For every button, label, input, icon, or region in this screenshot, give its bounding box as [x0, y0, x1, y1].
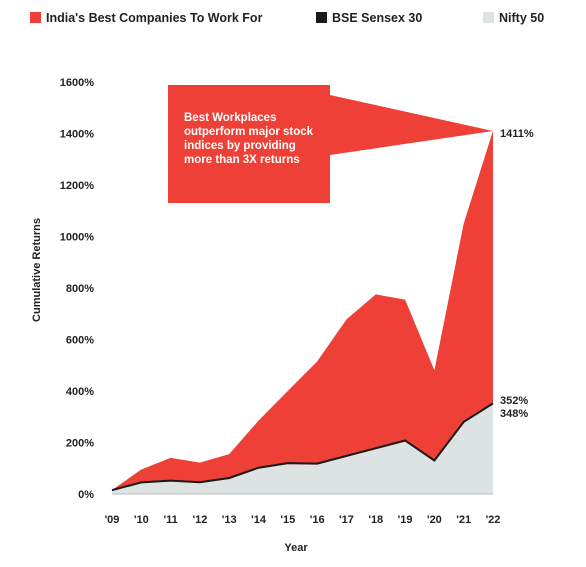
- y-tick-label: 600%: [66, 335, 94, 347]
- y-axis-ticks: 0% 200% 400% 600% 800% 1000% 1200% 1400% 1600%: [60, 77, 94, 501]
- end-label-bse-sensex: 352%: [500, 395, 528, 407]
- legend-label-best-companies: India's Best Companies To Work For: [46, 11, 263, 25]
- x-tick-label: '13: [222, 514, 237, 526]
- annotation-callout: Best Workplaces outperform major stock i…: [168, 85, 493, 203]
- x-axis-ticks: '09 '10 '11 '12 '13 '14 '15 '16 '17 '18 '19 '20 '21 '…: [105, 514, 501, 526]
- legend: India's Best Companies To Work For BSE S…: [30, 11, 544, 25]
- x-tick-label: '12: [192, 514, 207, 526]
- y-tick-label: 800%: [66, 283, 94, 295]
- x-tick-label: '11: [163, 514, 177, 526]
- y-tick-label: 400%: [66, 386, 94, 398]
- y-tick-label: 200%: [66, 438, 94, 450]
- x-tick-label: '18: [368, 514, 383, 526]
- y-tick-label: 1600%: [60, 77, 94, 89]
- end-label-nifty: 348%: [500, 408, 528, 420]
- legend-swatch-bse-sensex: [316, 12, 327, 23]
- x-tick-label: '22: [486, 514, 501, 526]
- x-tick-label: '16: [310, 514, 325, 526]
- x-tick-label: '14: [251, 514, 267, 526]
- y-tick-label: 1000%: [60, 232, 94, 244]
- x-axis-title: Year: [284, 542, 308, 554]
- x-tick-label: '21: [456, 514, 471, 526]
- legend-swatch-nifty: [483, 12, 494, 23]
- area-best-companies: [112, 130, 493, 494]
- line-bse-sensex: [111, 402, 494, 492]
- callout-line-3: indices by providing: [184, 140, 296, 152]
- x-tick-label: '10: [134, 514, 149, 526]
- end-label-best-companies: 1411%: [500, 128, 534, 140]
- x-tick-label: '15: [280, 514, 295, 526]
- x-tick-label: '09: [105, 514, 120, 526]
- callout-box: [168, 85, 330, 203]
- x-tick-label: '20: [427, 514, 442, 526]
- legend-swatch-best-companies: [30, 12, 41, 23]
- callout-line-1: Best Workplaces: [184, 112, 276, 124]
- area-nifty: [112, 404, 493, 494]
- legend-label-bse-sensex: BSE Sensex 30: [332, 11, 422, 25]
- x-tick-label: '17: [339, 514, 354, 526]
- callout-line-4: more than 3X returns: [184, 154, 300, 166]
- plot-area: [111, 130, 494, 494]
- y-tick-label: 0%: [78, 489, 94, 501]
- legend-label-nifty: Nifty 50: [499, 11, 544, 25]
- y-axis-title: Cumulative Returns: [31, 218, 43, 322]
- callout-line-2: outperform major stock: [184, 126, 314, 138]
- x-tick-label: '19: [398, 514, 413, 526]
- callout-pointer: [330, 95, 493, 155]
- y-tick-label: 1400%: [60, 129, 94, 141]
- y-tick-label: 1200%: [60, 180, 94, 192]
